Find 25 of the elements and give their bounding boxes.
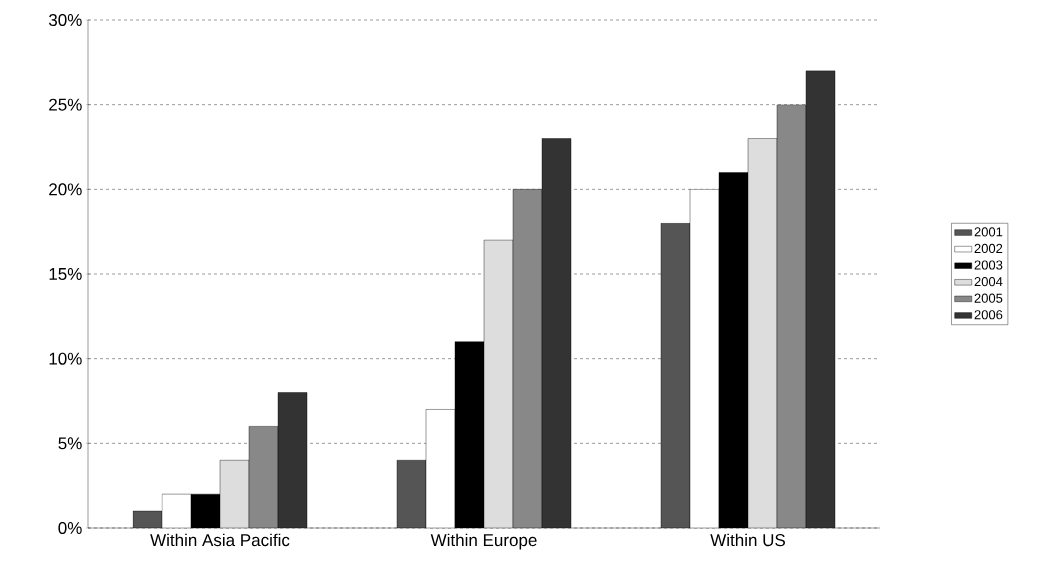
legend-label: 2002 xyxy=(974,243,1003,254)
y-tick-label: 0% xyxy=(58,521,82,535)
legend-label: 2006 xyxy=(974,310,1003,320)
y-tick-label: 25% xyxy=(49,98,82,111)
bar xyxy=(805,70,836,528)
bar xyxy=(220,460,250,528)
bar xyxy=(542,138,572,528)
y-tick-label: 15% xyxy=(49,268,82,280)
x-tick-label: Within Europe xyxy=(430,533,537,550)
bar xyxy=(513,189,543,528)
y-tick-label: 20% xyxy=(49,183,82,196)
legend-label: 2004 xyxy=(974,276,1003,287)
y-tick-label: 30% xyxy=(48,13,82,27)
y-tick-label: 10% xyxy=(49,352,82,365)
legend-label: 2001 xyxy=(974,227,1003,237)
legend-label: 2005 xyxy=(974,293,1003,303)
y-tick-label: 5% xyxy=(58,437,82,450)
bar xyxy=(776,104,807,528)
x-tick-label: Within Asia Pacific xyxy=(150,533,290,547)
bar xyxy=(484,240,514,528)
legend-label: 2003 xyxy=(974,260,1003,270)
bar xyxy=(747,138,778,528)
bar xyxy=(249,426,279,528)
x-tick-label: Within US xyxy=(710,533,785,547)
bar xyxy=(278,392,307,528)
